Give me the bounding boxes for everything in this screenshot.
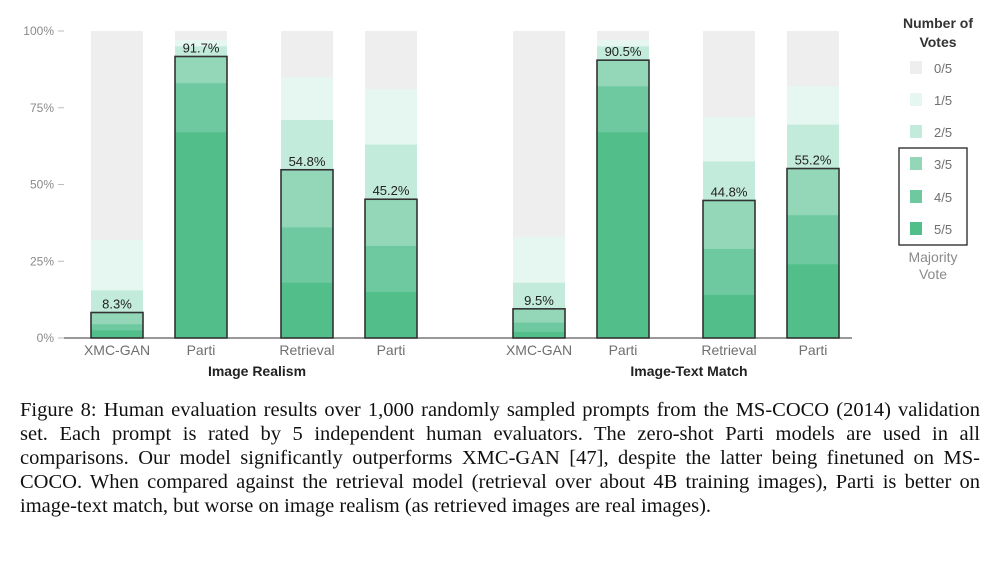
group-label: Image-Text Match: [630, 363, 747, 379]
bar-value-label: 8.3%: [102, 297, 132, 312]
bar-value-label: 55.2%: [795, 153, 832, 168]
legend-label: 2/5: [934, 125, 952, 140]
legend-label: 4/5: [934, 190, 952, 205]
bar-segment-5-of-5: [91, 330, 143, 338]
majority-vote-outline: [364, 198, 418, 339]
y-tick-label: 100%: [23, 24, 54, 38]
bar-value-label: 90.5%: [605, 44, 642, 59]
majority-vote-outline: [702, 199, 756, 339]
x-category-label: XMC-GAN: [84, 342, 150, 358]
bar-value-label: 45.2%: [373, 183, 410, 198]
bar-segment-5-of-5: [175, 132, 227, 338]
figure-caption: Figure 8: Human evaluation results over …: [20, 399, 980, 517]
legend-swatch: [910, 157, 922, 170]
legend-label: 0/5: [934, 61, 952, 76]
majority-vote-outline: [90, 311, 144, 339]
legend-swatch: [910, 190, 922, 203]
bar-value-label: 9.5%: [524, 293, 554, 308]
legend-label: 3/5: [934, 157, 952, 172]
x-category-label: Parti: [609, 342, 638, 358]
bar-segment-5-of-5: [513, 331, 565, 338]
majority-vote-outline: [596, 59, 650, 339]
legend-label: 5/5: [934, 222, 952, 237]
bar-value-label: 54.8%: [289, 154, 326, 169]
bar-segment-5-of-5: [365, 291, 417, 338]
x-category-label: Retrieval: [279, 342, 334, 358]
y-tick-label: 50%: [30, 178, 54, 192]
majority-vote-outline: [786, 167, 840, 339]
x-category-label: Retrieval: [701, 342, 756, 358]
x-category-label: Parti: [187, 342, 216, 358]
bar-segment-5-of-5: [703, 295, 755, 338]
y-tick-label: 25%: [30, 254, 54, 268]
majority-vote-label: Vote: [919, 266, 947, 282]
majority-vote-label: Majority: [908, 249, 957, 265]
majority-vote-outline: [174, 55, 228, 339]
bar-segment-5-of-5: [281, 282, 333, 338]
group-label: Image Realism: [208, 363, 306, 379]
legend-title: Number of: [903, 15, 973, 31]
majority-vote-box: [898, 147, 968, 246]
legend-label: 1/5: [934, 93, 952, 108]
bar-segment-5-of-5: [787, 264, 839, 338]
majority-vote-outline: [280, 168, 334, 339]
legend-swatch: [910, 222, 922, 235]
legend-title: Votes: [919, 34, 956, 50]
x-category-label: Parti: [377, 342, 406, 358]
legend-swatch: [910, 93, 922, 106]
legend-swatch: [910, 61, 922, 74]
x-category-label: Parti: [799, 342, 828, 358]
majority-vote-outline: [512, 308, 566, 339]
y-tick-label: 0%: [37, 331, 55, 345]
x-category-label: XMC-GAN: [506, 342, 572, 358]
bar-segment-5-of-5: [597, 132, 649, 338]
bar-value-label: 44.8%: [711, 184, 748, 199]
y-tick-label: 75%: [30, 101, 54, 115]
legend-swatch: [910, 125, 922, 138]
stacked-bar-chart: 0% 25% 50% 75% 100% 8.3% XMC-GAN 91.7% Parti 54.8…: [23, 15, 973, 379]
bar-value-label: 91.7%: [183, 40, 220, 55]
